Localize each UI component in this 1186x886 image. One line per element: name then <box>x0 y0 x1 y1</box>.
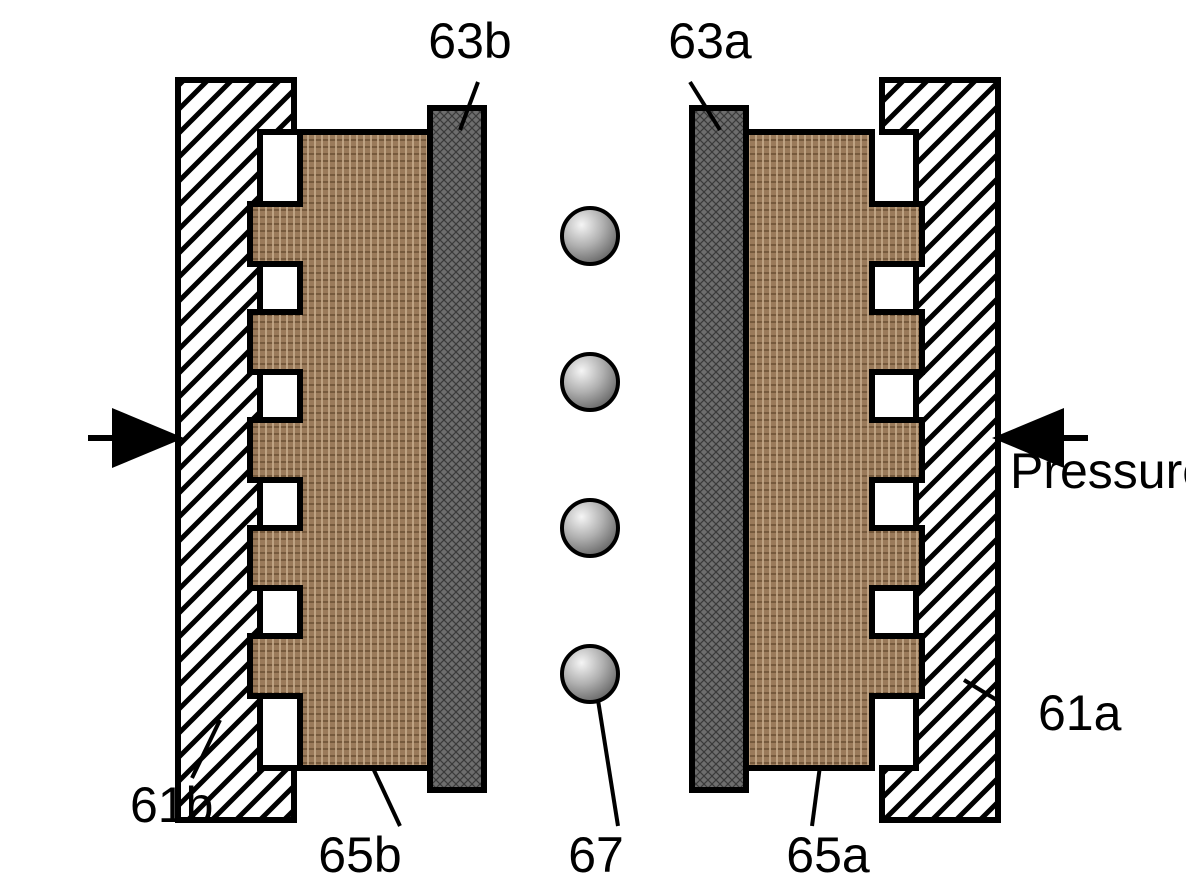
sphere-67 <box>562 208 618 264</box>
label-67: 67 <box>568 827 624 883</box>
label-65a: 65a <box>786 827 870 883</box>
label-63a: 63a <box>668 13 752 69</box>
leader-65b <box>372 766 400 826</box>
sphere-67 <box>562 500 618 556</box>
block-65a <box>742 132 922 768</box>
leader-67 <box>598 700 618 826</box>
block-65b <box>250 132 430 768</box>
sphere-67 <box>562 354 618 410</box>
label-61b: 61b <box>130 777 213 833</box>
leader-65a <box>812 766 820 826</box>
strip-63b <box>430 108 484 790</box>
strip-63a <box>692 108 746 790</box>
label-61a: 61a <box>1038 685 1122 741</box>
label-pressure: Pressure <box>1010 443 1186 499</box>
label-63b: 63b <box>428 13 511 69</box>
label-65b: 65b <box>318 827 401 883</box>
sphere-67 <box>562 646 618 702</box>
